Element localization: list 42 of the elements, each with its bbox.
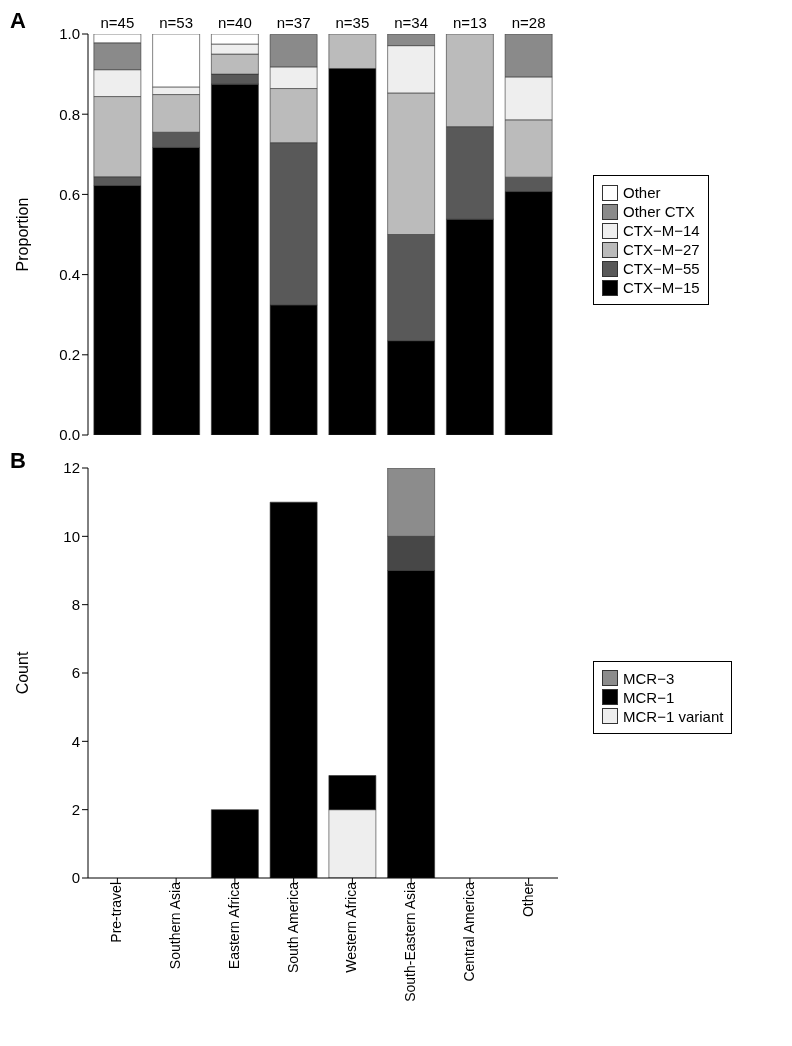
y-tick-label: 0.4 [59, 265, 80, 283]
annotation: n=34 [394, 14, 429, 31]
y-axis-title: Proportion [13, 197, 31, 272]
y-tick-label: 1.0 [59, 25, 80, 43]
x-tick-label: Central America [460, 881, 477, 982]
y-tick-label: 10 [63, 527, 80, 545]
y-tick-label: 6 [71, 664, 80, 682]
legend-label: MCR−1 variant [623, 707, 724, 725]
legend-label: CTX−M−14 [623, 222, 700, 240]
annotation: n=28 [511, 14, 546, 31]
y-tick-label: 0.6 [59, 185, 80, 203]
y-tick-label: 0.0 [59, 426, 80, 444]
legend-label: CTX−M−55 [623, 260, 700, 278]
y-tick-label: 4 [71, 732, 80, 750]
y-tick-label: 0 [71, 869, 80, 887]
annotation: n=13 [452, 14, 487, 31]
x-tick-label: Pre-travel [108, 882, 125, 943]
y-tick-label: 0.2 [59, 346, 80, 364]
chart-title: B [10, 448, 26, 474]
legend-label: Other [623, 184, 661, 202]
x-tick-label: Western Africa [343, 881, 360, 973]
annotation: n=37 [276, 14, 311, 31]
y-tick-label: 8 [71, 595, 80, 613]
annotation: n=40 [217, 14, 252, 31]
x-tick-label: Eastern Africa [225, 881, 242, 970]
legend-label: CTX−M−27 [623, 241, 700, 259]
y-tick-label: 2 [71, 800, 80, 818]
y-tick-label: 12 [63, 459, 80, 477]
y-tick-label: 0.8 [59, 105, 80, 123]
chart-title: A [10, 8, 26, 34]
annotation: n=53 [159, 14, 194, 31]
annotation: n=35 [335, 14, 370, 31]
annotation: n=45 [100, 14, 135, 31]
x-tick-label: Other [519, 881, 536, 918]
x-tick-label: Southern Asia [167, 881, 184, 970]
legend-label: Other CTX [623, 203, 695, 221]
x-tick-label: South America [284, 881, 301, 974]
y-axis-title: Count [13, 651, 31, 695]
legend-label: MCR−3 [623, 669, 675, 687]
legend-label: MCR−1 [623, 688, 675, 706]
x-tick-label: South-Eastern Asia [402, 881, 419, 1002]
legend-label: CTX−M−15 [623, 279, 700, 297]
